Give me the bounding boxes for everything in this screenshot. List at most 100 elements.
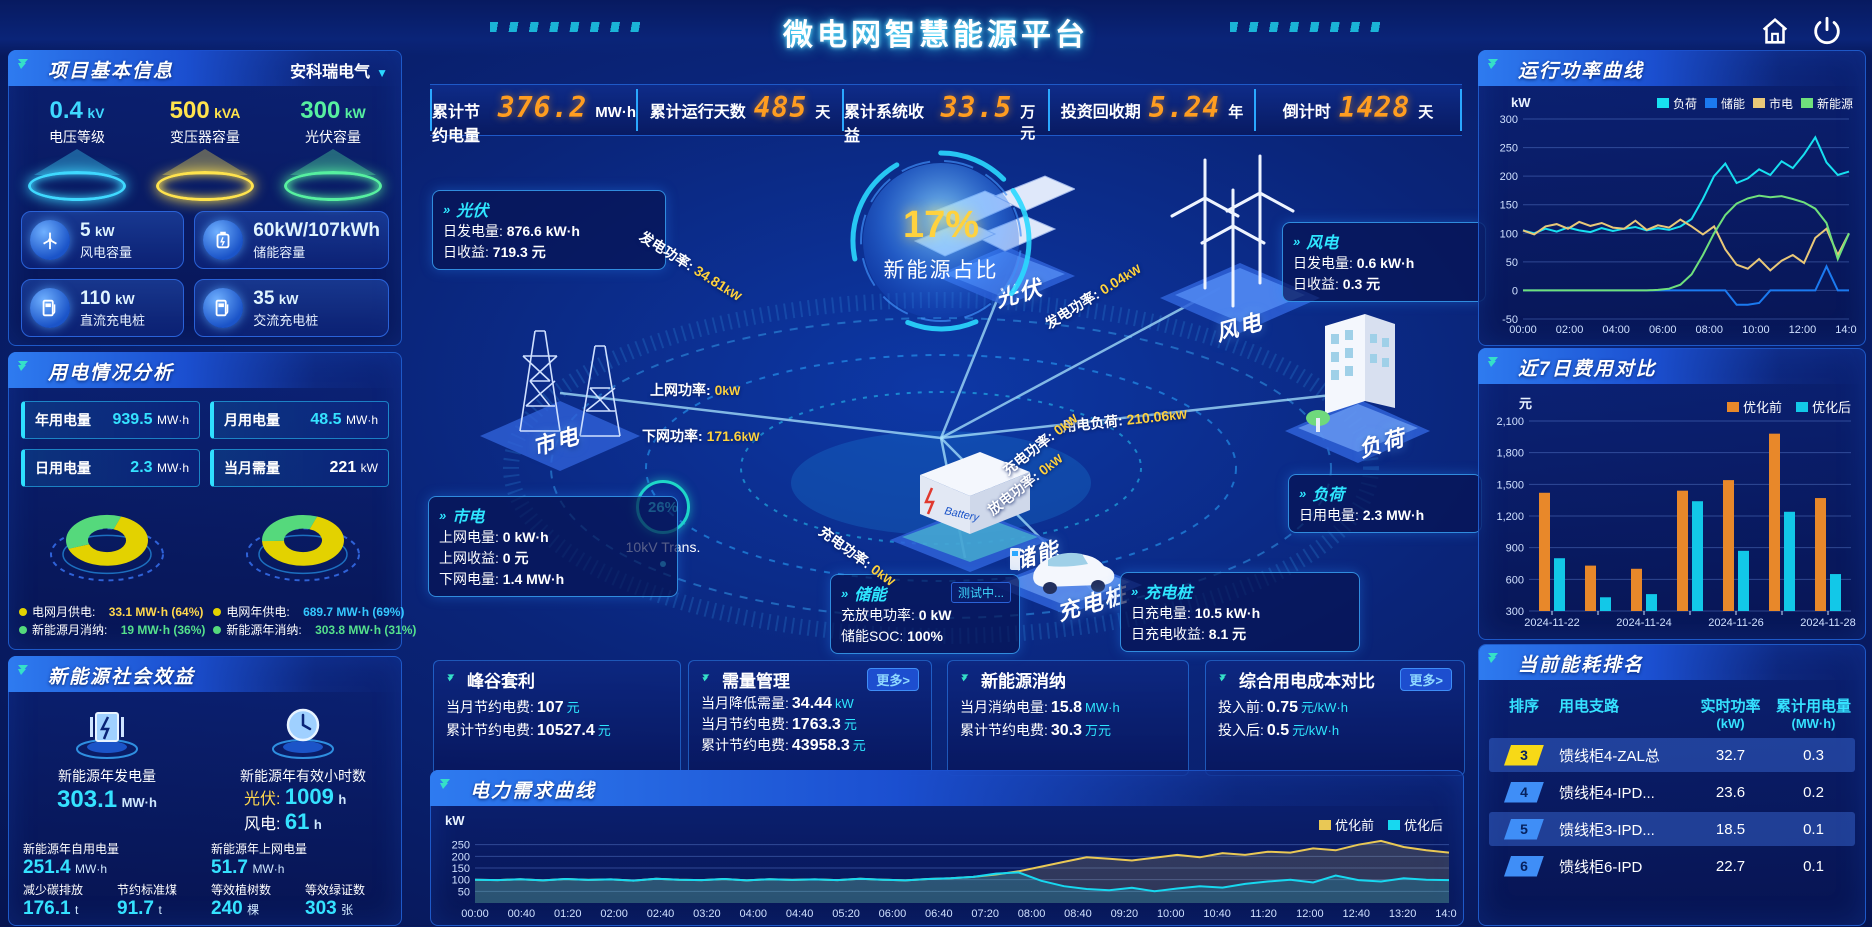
- legend-label: 储能: [1720, 97, 1745, 111]
- stat-trees: 等效植树数 240 棵: [205, 881, 299, 920]
- panel-title: 当前能耗排名: [1518, 655, 1645, 676]
- panel-header: 近7日费用对比: [1478, 348, 1866, 384]
- corner-icon: [1488, 357, 1498, 367]
- social-body: 新能源年发电量 303.1 MW·h 新能源年有效小时数 光伏: 1009 h …: [9, 697, 401, 925]
- kpi-label: 倒计时: [1282, 104, 1331, 121]
- panel-project-info: 项目基本信息 安科瑞电气 ▼ 0.4 kV 电压等级 500 kVA 变压器容量 …: [8, 50, 402, 346]
- svg-text:600: 600: [1506, 574, 1524, 586]
- legend-value: 19 MW·h (36%): [120, 623, 206, 637]
- spot-unit: kVA: [214, 105, 241, 121]
- card-value: 60kW/107kWh: [253, 219, 380, 241]
- legend-dot: [19, 626, 27, 634]
- box-peak-valley: 峰谷套利 当月节约电费: 107 元 累计节约电费: 10527.4 元: [433, 660, 681, 776]
- stat-unit: 棵: [247, 903, 260, 917]
- panel-demand-curve: 电力需求曲线 kW 优化前 优化后 250 200 150 100 50 00:00 00:…: [430, 770, 1464, 926]
- svg-text:14:00: 14:00: [1435, 908, 1457, 920]
- panel-header: 电力需求曲线: [430, 770, 1464, 806]
- legend-swatch: [1726, 402, 1739, 412]
- spot-unit: kW: [344, 105, 366, 121]
- svg-text:100: 100: [452, 875, 470, 887]
- legend-label: 负荷: [1672, 97, 1697, 111]
- svg-text:200: 200: [1500, 171, 1518, 183]
- arrow-icon: »: [443, 201, 451, 217]
- social-label: 新能源年有效小时数: [240, 768, 366, 784]
- corner-icon: [1219, 673, 1227, 681]
- light-cone: [162, 149, 248, 175]
- stat-value: 2.3: [130, 459, 153, 476]
- stat-label: 等效绿证数: [305, 883, 366, 897]
- svg-text:05:20: 05:20: [832, 908, 860, 920]
- row-label: 储能SOC:: [841, 628, 904, 644]
- ranking-header: 排序 用电支路 实时功率 (kW) 累计用电量 (MW·h): [1508, 698, 1851, 731]
- more-button[interactable]: 更多>: [1400, 668, 1452, 691]
- svg-text:50: 50: [458, 886, 470, 898]
- demand-legend: 优化前 优化后: [1318, 815, 1443, 834]
- light-cone: [34, 149, 120, 175]
- hours-wind-value: 61: [284, 809, 310, 834]
- corner-icon: [1488, 59, 1498, 69]
- home-icon[interactable]: [1758, 14, 1792, 48]
- panel-cost-compare: 近7日费用对比 元 优化前 优化后 2,100 1,800 1,500 1,200 90…: [1478, 348, 1866, 640]
- more-button[interactable]: 更多>: [867, 668, 919, 691]
- spot-transformer: 500 kVA 变压器容量: [146, 97, 264, 201]
- usage-stats: 年用电量 939.5 MW·h 月用电量 48.5 MW·h 日用电量 2.3 …: [9, 393, 401, 495]
- clock-icon: [272, 708, 334, 759]
- realtime-power: 18.5: [1715, 820, 1746, 838]
- power-icon[interactable]: [1810, 14, 1844, 48]
- wind-turbines-illustration: [1160, 154, 1320, 333]
- svg-text:2024-11-24: 2024-11-24: [1616, 617, 1671, 629]
- row-value: 100%: [907, 628, 943, 644]
- kpi-unit: 年: [1228, 104, 1244, 121]
- stat-unit: 张: [341, 903, 354, 917]
- spot-pv: 300 kW 光伏容量: [274, 97, 392, 201]
- panel-header: 新能源社会效益: [8, 656, 402, 692]
- stat-unit: MW·h: [346, 413, 378, 427]
- table-row[interactable]: 3 馈线柜4-ZAL总 32.7 0.3: [1489, 738, 1855, 772]
- row-label: 上网电量:: [439, 529, 499, 545]
- stat-value: 240: [211, 898, 243, 919]
- stat-month-usage: 月用电量 48.5 MW·h: [210, 401, 389, 439]
- legend-label: 优化前: [1334, 818, 1374, 833]
- card-label: 直流充电桩: [80, 312, 146, 328]
- svg-text:08:00: 08:00: [1018, 908, 1046, 920]
- row-label: 日充电量:: [1131, 605, 1191, 621]
- renewable-share-value: 17%: [902, 204, 980, 246]
- legend-month: 电网月供电: 33.1 MW·h (64%) 新能源月消纳: 19 MW·h (…: [19, 603, 205, 639]
- card-label: 风电容量: [80, 244, 133, 260]
- card-wind-capacity: 5 kW 风电容量: [21, 211, 185, 269]
- total-energy: 0.1: [1803, 857, 1824, 875]
- card-dc-charger: 110 kW 直流充电桩: [21, 279, 185, 337]
- kpi-unit: 天: [815, 104, 831, 121]
- stat-label: 等效植树数: [211, 883, 272, 897]
- legend-label: 优化后: [1403, 818, 1443, 833]
- social-hours: 新能源年有效小时数 光伏: 1009 h 风电: 61 h: [218, 701, 388, 836]
- kpi-value: 485: [753, 91, 808, 124]
- stat-label: 节约标准煤: [117, 883, 178, 897]
- energy-flow-diagram: 光伏 风电 市电: [420, 138, 1486, 656]
- company-select[interactable]: 安科瑞电气 ▼: [290, 58, 388, 82]
- chevron-down-icon: ▼: [376, 66, 388, 80]
- charger-node: 充电桩: [972, 500, 1157, 630]
- box-title: 综合用电成本对比: [1239, 672, 1375, 691]
- kpi-unit: 天: [1418, 104, 1434, 121]
- table-row[interactable]: 5 馈线柜3-IPD... 18.5 0.1: [1489, 812, 1855, 846]
- social-value: 303.1: [57, 786, 118, 813]
- stat-unit: MW·h: [75, 862, 107, 876]
- kpi-label: 累计运行天数: [649, 104, 746, 121]
- svg-text:13:20: 13:20: [1389, 908, 1417, 920]
- arrow-icon: »: [1293, 233, 1301, 249]
- svg-text:06:00: 06:00: [1649, 324, 1677, 336]
- kpi-system-income: 累计系统收益 33.5 万元: [842, 89, 1048, 145]
- table-row[interactable]: 6 馈线柜6-IPD 22.7 0.1: [1489, 849, 1855, 883]
- stat-co2: 减少碳排放 176.1 t: [17, 881, 111, 920]
- card-unit: kW: [95, 223, 115, 239]
- branch-name: 馈线柜4-IPD...: [1559, 784, 1655, 802]
- hours-pv-unit: h: [338, 792, 347, 807]
- table-row[interactable]: 4 馈线柜4-IPD... 23.6 0.2: [1489, 775, 1855, 809]
- row-value: 876.6 kW·h: [506, 223, 580, 239]
- panel-header: 运行功率曲线: [1478, 50, 1866, 86]
- row-value: 10.5 kW·h: [1194, 605, 1261, 621]
- stat-coal: 节约标准煤 91.7 t: [111, 881, 205, 920]
- row-label: 日发电量:: [1293, 255, 1353, 271]
- row-value: 1.4 MW·h: [502, 571, 565, 587]
